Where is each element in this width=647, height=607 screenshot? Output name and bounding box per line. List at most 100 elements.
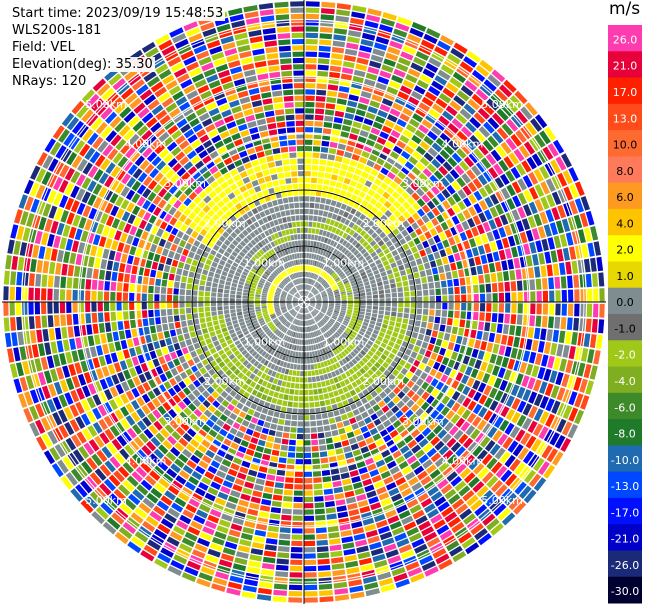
- radial-gate-cell: [322, 281, 328, 287]
- radial-gate-cell: [205, 160, 215, 170]
- radial-gate-cell: [319, 159, 327, 166]
- radial-gate-cell: [477, 174, 488, 186]
- radial-gate-cell: [280, 333, 285, 339]
- radial-gate-cell: [202, 155, 212, 164]
- radial-gate-cell: [319, 596, 334, 603]
- radial-gate-cell: [270, 248, 276, 255]
- radial-gate-cell: [132, 120, 144, 132]
- radial-gate-cell: [290, 553, 303, 559]
- radial-gate-cell: [314, 274, 318, 280]
- radial-gate-cell: [285, 470, 294, 477]
- radial-gate-cell: [321, 217, 327, 223]
- radial-gate-cell: [288, 356, 292, 363]
- radial-gate-cell: [540, 181, 550, 195]
- radial-gate-cell: [500, 187, 511, 200]
- radial-gate-cell: [290, 209, 295, 215]
- radial-gate-cell: [304, 271, 306, 277]
- radial-gate-cell: [259, 267, 265, 273]
- radial-gate-cell: [380, 498, 392, 507]
- radial-gate-cell: [579, 212, 589, 228]
- radial-gate-cell: [287, 305, 292, 308]
- radial-gate-cell: [296, 446, 304, 452]
- radial-gate-cell: [240, 532, 253, 541]
- radial-gate-cell: [468, 194, 478, 205]
- radial-gate-cell: [429, 174, 439, 185]
- radial-gate-cell: [431, 207, 441, 217]
- radial-gate-cell: [385, 141, 395, 150]
- radial-gate-cell: [273, 589, 287, 596]
- radial-gate-cell: [379, 152, 389, 161]
- radial-gate-cell: [322, 298, 328, 300]
- radial-gate-cell: [20, 211, 29, 226]
- radial-gate-cell: [463, 240, 471, 250]
- radial-gate-cell: [379, 24, 393, 33]
- radial-gate-cell: [327, 330, 333, 336]
- radial-gate-cell: [330, 397, 336, 405]
- radial-gate-cell: [238, 364, 245, 371]
- radial-gate-cell: [179, 371, 188, 380]
- radial-gate-cell: [136, 484, 149, 496]
- radial-gate-cell: [358, 177, 367, 185]
- radial-gate-cell: [136, 449, 148, 461]
- radial-gate-cell: [402, 107, 414, 117]
- radial-gate-cell: [211, 335, 218, 342]
- radial-gate-cell: [184, 187, 193, 196]
- radial-gate-cell: [561, 153, 572, 168]
- radial-gate-cell: [206, 145, 216, 154]
- radial-gate-cell: [414, 487, 426, 498]
- radial-gate-cell: [226, 277, 233, 282]
- radial-gate-cell: [247, 325, 254, 330]
- radial-gate-cell: [80, 413, 91, 426]
- radial-gate-cell: [304, 364, 308, 370]
- radial-gate-cell: [339, 273, 346, 278]
- radial-gate-cell: [269, 207, 275, 214]
- radial-gate-cell: [245, 196, 253, 204]
- radial-gate-cell: [326, 259, 331, 266]
- radial-gate-cell: [441, 506, 454, 518]
- radial-gate-cell: [96, 449, 108, 463]
- radial-gate-cell: [304, 440, 311, 446]
- radial-gate-cell: [287, 452, 296, 458]
- radial-gate-cell: [277, 379, 283, 386]
- radial-gate-cell: [294, 383, 300, 389]
- radial-gate-cell: [361, 32, 376, 41]
- radial-gate-cell: [263, 104, 274, 111]
- radial-gate-cell: [242, 63, 255, 71]
- radial-gate-cell: [452, 135, 464, 147]
- radial-gate-cell: [89, 151, 101, 164]
- radial-gate-cell: [204, 470, 215, 480]
- radial-gate-cell: [160, 165, 171, 175]
- radial-gate-cell: [527, 267, 535, 279]
- radial-gate-cell: [305, 133, 313, 139]
- radial-gate-cell: [293, 325, 297, 331]
- radial-gate-cell: [547, 143, 559, 158]
- radial-gate-cell: [352, 285, 358, 289]
- radial-gate-cell: [181, 537, 195, 548]
- radial-gate-cell: [236, 305, 242, 309]
- radial-gate-cell: [28, 316, 35, 330]
- radial-gate-cell: [522, 175, 533, 188]
- radial-gate-cell: [310, 433, 318, 439]
- radial-gate-cell: [273, 411, 280, 418]
- radial-gate-cell: [257, 219, 264, 226]
- radial-gate-cell: [320, 291, 326, 295]
- radial-gate-cell: [351, 153, 360, 161]
- radial-gate-cell: [367, 211, 375, 219]
- radial-gate-cell: [325, 324, 330, 330]
- radial-gate-cell: [376, 136, 387, 145]
- radial-gate-cell: [201, 237, 209, 245]
- radial-gate-cell: [266, 474, 276, 481]
- radial-gate-cell: [415, 51, 430, 61]
- radial-gate-cell: [157, 394, 166, 404]
- radial-gate-cell: [232, 279, 239, 284]
- radial-gate-cell: [98, 418, 108, 431]
- radial-gate-cell: [535, 114, 548, 129]
- radial-gate-cell: [236, 298, 242, 302]
- radial-gate-cell: [321, 140, 330, 147]
- radial-gate-cell: [355, 142, 365, 150]
- radial-gate-cell: [271, 263, 277, 270]
- radial-gate-cell: [265, 415, 273, 423]
- radial-gate-cell: [310, 259, 313, 266]
- radial-gate-cell: [311, 325, 315, 331]
- radial-gate-cell: [378, 196, 387, 205]
